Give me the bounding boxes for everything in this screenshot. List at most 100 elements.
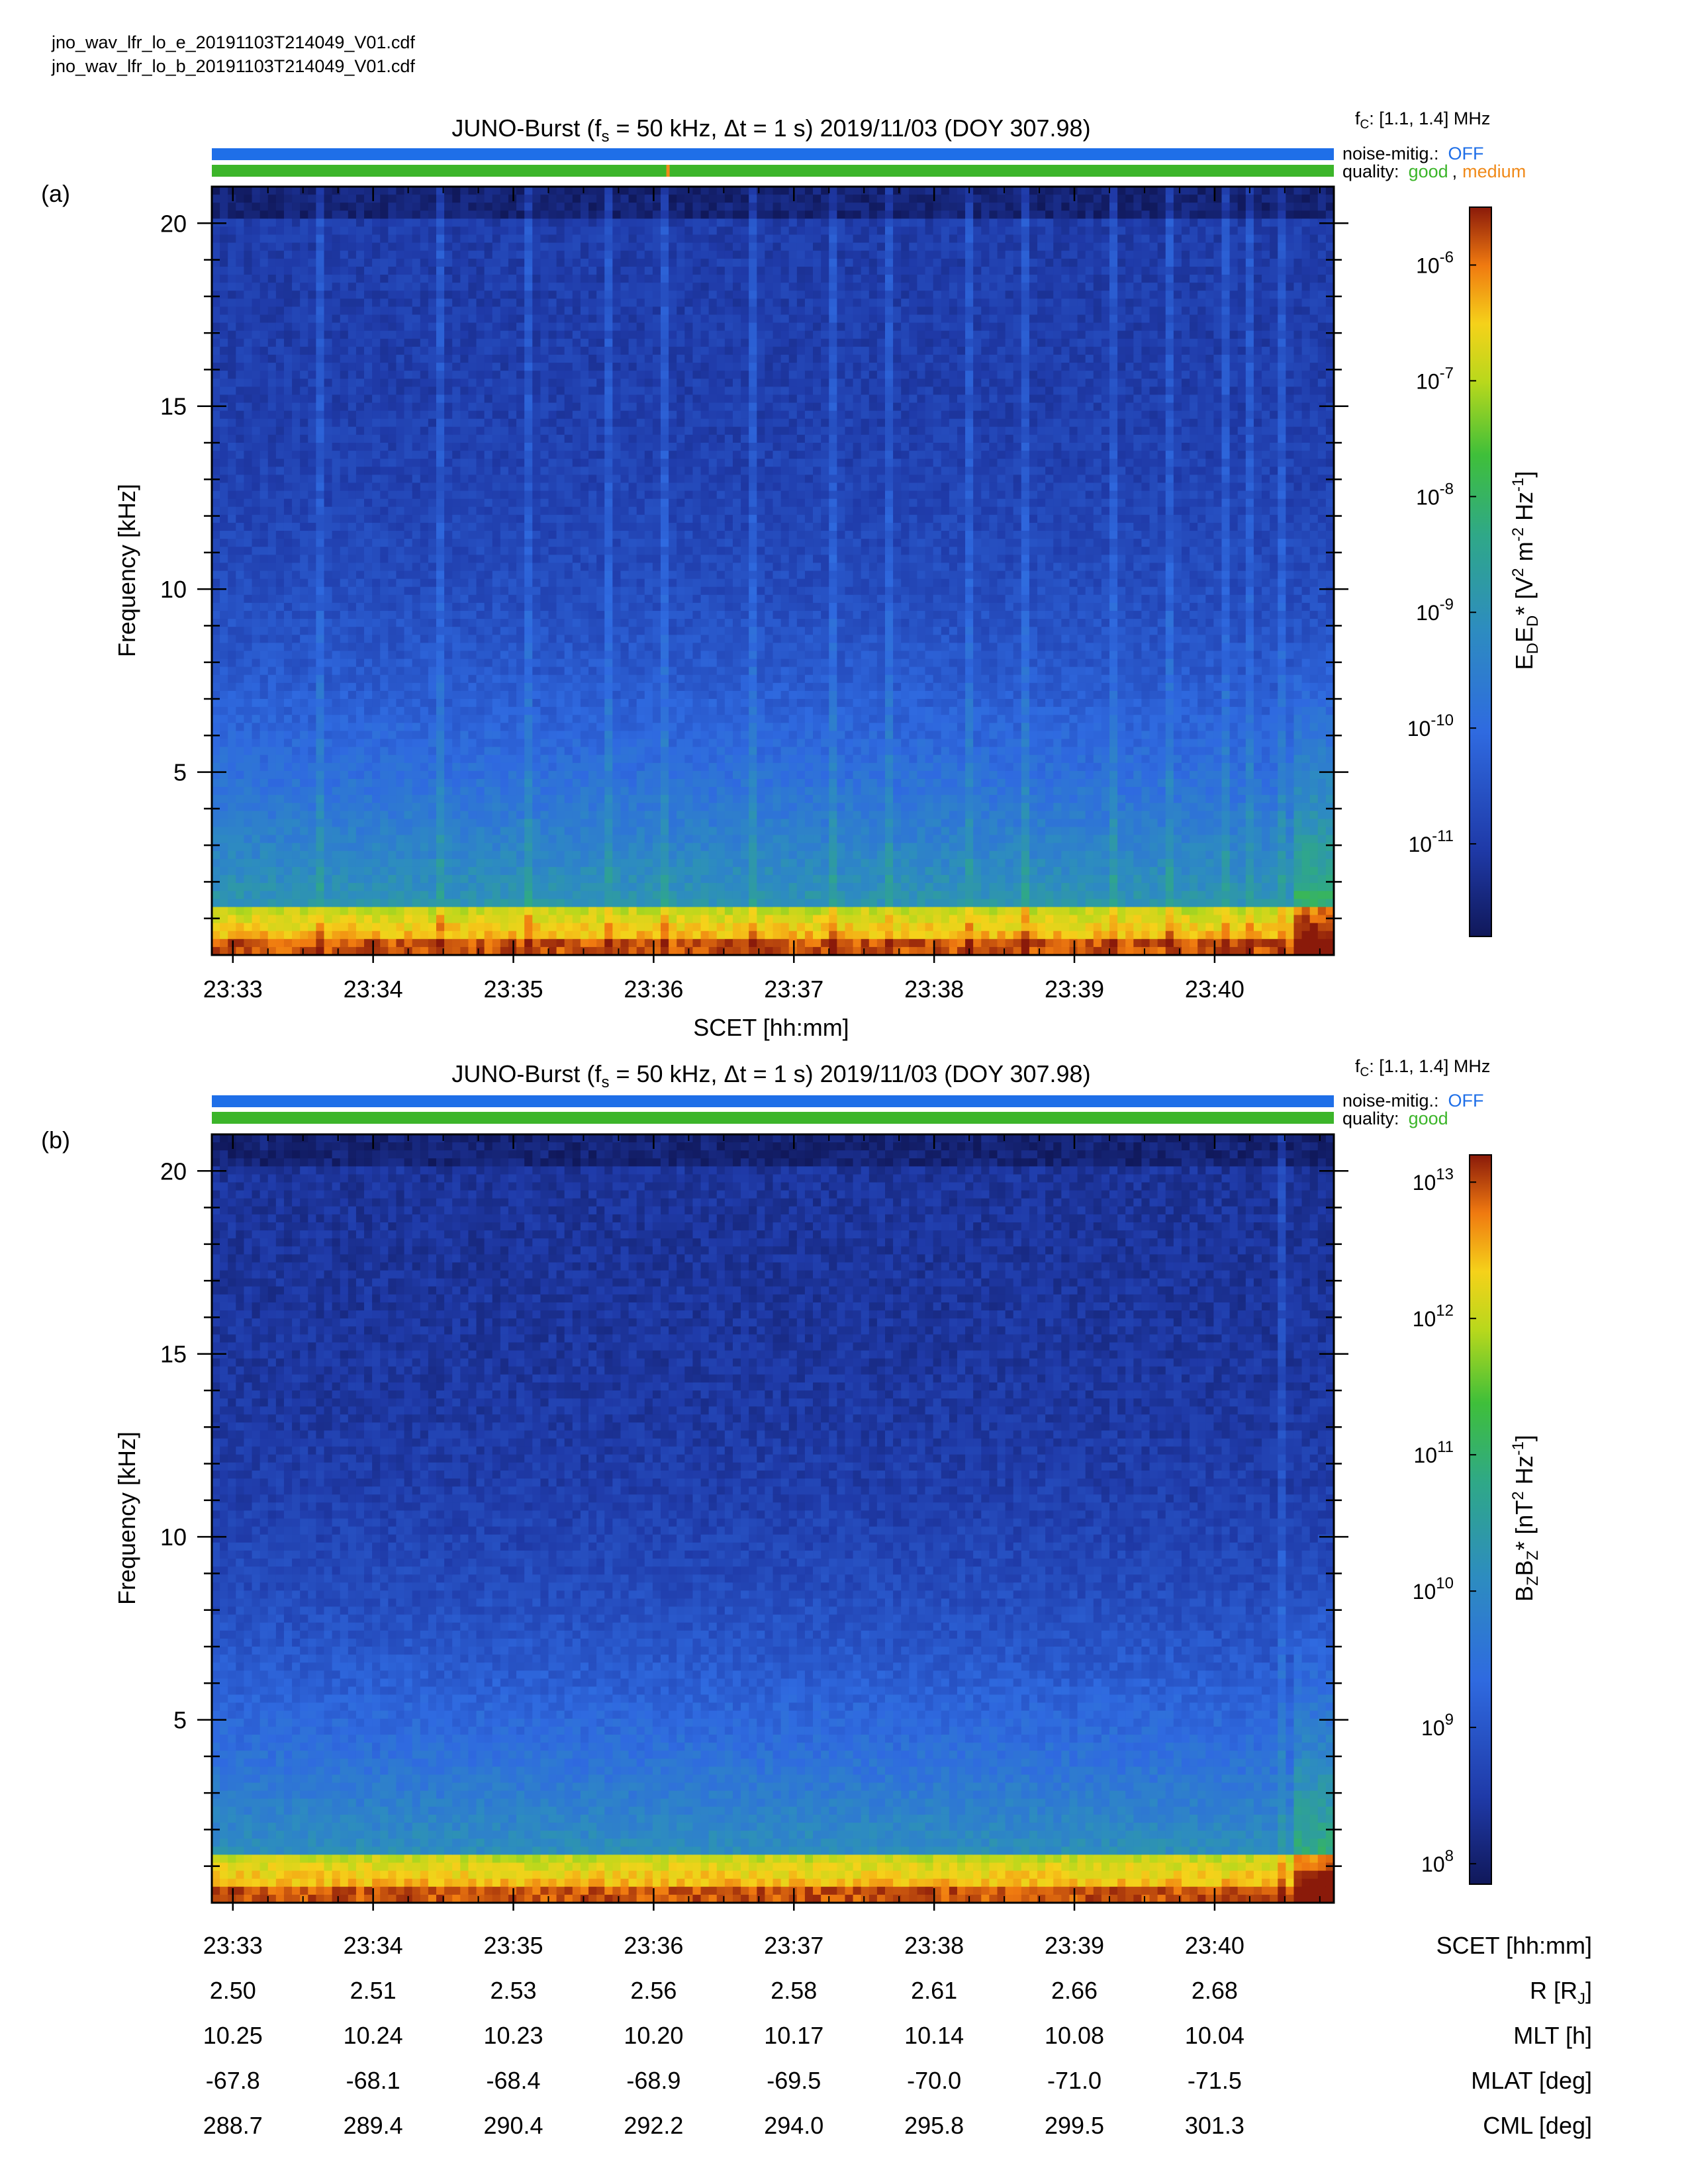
- spectrogram-cell: [252, 267, 261, 275]
- spectrogram-cell: [604, 339, 613, 347]
- spectrogram-cell: [332, 691, 341, 700]
- spectrogram-cell: [396, 843, 404, 852]
- spectrogram-cell: [612, 379, 621, 387]
- spectrogram-cell: [477, 515, 485, 523]
- spectrogram-cell: [452, 667, 461, 676]
- spectrogram-cell: [404, 523, 413, 531]
- spectrogram-cell: [332, 707, 341, 715]
- spectrogram-cell: [220, 451, 228, 459]
- spectrogram-cell: [340, 259, 349, 267]
- spectrogram-cell: [332, 843, 341, 852]
- spectrogram-cell: [212, 339, 220, 347]
- spectrogram-cell: [212, 491, 220, 500]
- spectrogram-cell: [268, 939, 277, 948]
- spectrogram-cell: [436, 547, 445, 555]
- spectrogram-cell: [332, 331, 341, 340]
- spectrogram-cell: [276, 707, 285, 715]
- spectrogram-cell: [220, 779, 228, 788]
- spectrogram-cell: [573, 627, 581, 635]
- spectrogram-cell: [573, 579, 581, 588]
- spectrogram-cell: [516, 539, 525, 547]
- spectrogram-cell: [620, 363, 629, 371]
- spectrogram-cell: [620, 819, 629, 827]
- spectrogram-cell: [532, 603, 541, 612]
- spectrogram-cell: [220, 699, 228, 707]
- spectrogram-cell: [412, 427, 421, 435]
- spectrogram-cell: [260, 275, 269, 283]
- spectrogram-cell: [372, 443, 381, 451]
- spectrogram-cell: [508, 379, 517, 387]
- spectrogram-cell: [573, 931, 581, 940]
- spectrogram-cell: [332, 891, 341, 899]
- spectrogram-cell: [412, 339, 421, 347]
- spectrogram-cell: [540, 619, 549, 627]
- spectrogram-cell: [468, 482, 477, 491]
- spectrogram-cell: [372, 315, 381, 324]
- spectrogram-cell: [468, 763, 477, 772]
- spectrogram-cell: [268, 891, 277, 899]
- spectrogram-cell: [244, 923, 252, 932]
- spectrogram-cell: [428, 403, 437, 412]
- spectrogram-cell: [460, 699, 469, 707]
- spectrogram-cell: [485, 371, 493, 379]
- spectrogram-cell: [276, 747, 285, 756]
- spectrogram-cell: [268, 915, 277, 924]
- spectrogram-cell: [340, 475, 349, 483]
- spectrogram-cell: [620, 347, 629, 355]
- spectrogram-cell: [236, 235, 244, 244]
- spectrogram-cell: [604, 451, 613, 459]
- spectrogram-cell: [612, 739, 621, 747]
- spectrogram-cell: [557, 731, 565, 739]
- spectrogram-cell: [268, 419, 277, 428]
- spectrogram-cell: [412, 611, 421, 619]
- spectrogram-cell: [428, 923, 437, 932]
- spectrogram-cell: [532, 267, 541, 275]
- spectrogram-cell: [540, 394, 549, 403]
- spectrogram-cell: [485, 923, 493, 932]
- spectrogram-cell: [477, 547, 485, 555]
- spectrogram-cell: [284, 579, 293, 588]
- spectrogram-cell: [532, 643, 541, 651]
- spectrogram-cell: [332, 499, 341, 508]
- spectrogram-cell: [396, 459, 404, 467]
- spectrogram-cell: [300, 275, 308, 283]
- spectrogram-cell: [220, 411, 228, 420]
- spectrogram-cell: [485, 195, 493, 203]
- spectrogram-cell: [612, 226, 621, 235]
- spectrogram-cell: [268, 843, 277, 852]
- spectrogram-cell: [388, 547, 397, 555]
- spectrogram-cell: [276, 323, 285, 332]
- spectrogram-cell: [228, 907, 236, 915]
- spectrogram-cell: [412, 859, 421, 868]
- spectrogram-cell: [620, 467, 629, 475]
- spectrogram-cell: [612, 298, 621, 307]
- spectrogram-cell: [236, 619, 244, 627]
- spectrogram-cell: [300, 459, 308, 467]
- spectrogram-cell: [557, 187, 565, 195]
- spectrogram-cell: [332, 379, 341, 387]
- spectrogram-cell: [276, 827, 285, 836]
- spectrogram-cell: [228, 306, 236, 315]
- spectrogram-cell: [284, 667, 293, 676]
- spectrogram-cell: [412, 491, 421, 500]
- spectrogram-cell: [228, 482, 236, 491]
- spectrogram-cell: [348, 771, 357, 780]
- spectrogram-cell: [308, 347, 316, 355]
- spectrogram-cell: [292, 579, 301, 588]
- spectrogram-cell: [557, 587, 565, 596]
- spectrogram-cell: [468, 827, 477, 836]
- spectrogram-cell: [604, 931, 613, 940]
- spectrogram-cell: [324, 243, 333, 251]
- spectrogram-cell: [404, 803, 413, 811]
- spectrogram-cell: [436, 899, 445, 907]
- spectrogram-cell: [500, 419, 509, 428]
- spectrogram-cell: [260, 210, 269, 219]
- spectrogram-cell: [276, 203, 285, 211]
- spectrogram-cell: [524, 923, 533, 932]
- spectrogram-cell: [573, 939, 581, 948]
- spectrogram-cell: [581, 891, 589, 899]
- spectrogram-cell: [364, 387, 373, 395]
- spectrogram-cell: [620, 611, 629, 619]
- spectrogram-cell: [412, 275, 421, 283]
- spectrogram-cell: [485, 531, 493, 539]
